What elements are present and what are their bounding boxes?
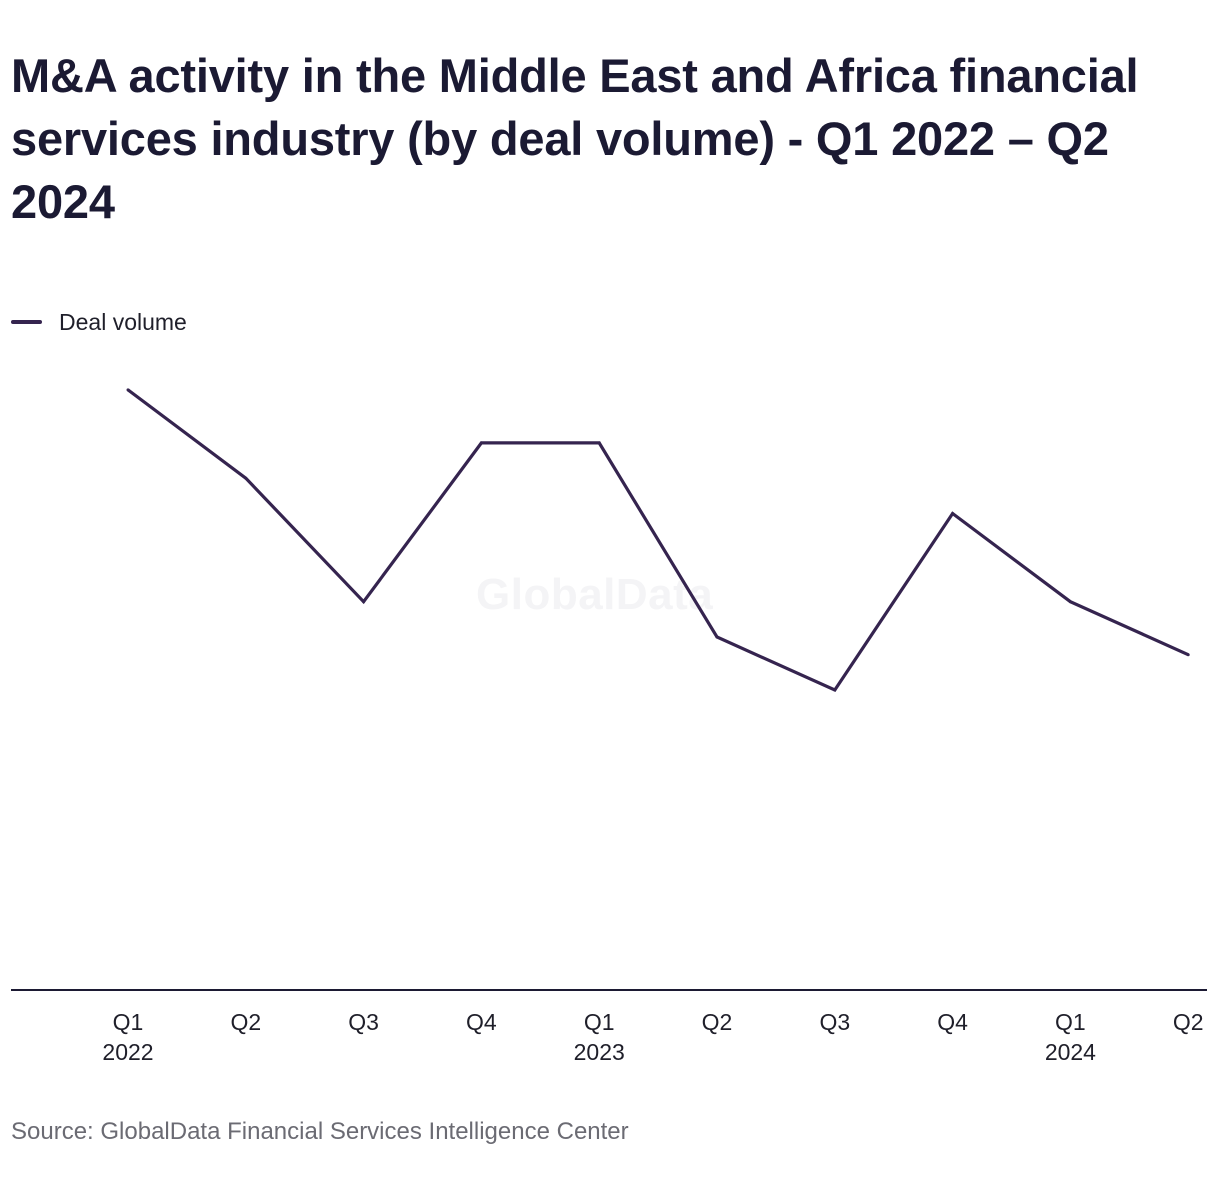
x-tick-label: Q3 bbox=[819, 1009, 850, 1035]
line-chart: Q1 2022 Q2 Q3 Q4 Q1 2023 Q2 Q3 Q4 Q1 2024 Q2 bbox=[11, 388, 1207, 1065]
x-tick-year-label: 2023 bbox=[574, 1039, 625, 1065]
x-tick-year-label: 2022 bbox=[102, 1039, 153, 1065]
x-tick-label: Q2 bbox=[702, 1009, 733, 1035]
source-note: Source: GlobalData Financial Services In… bbox=[11, 1118, 629, 1145]
data-point bbox=[715, 635, 719, 639]
legend-line-swatch bbox=[11, 320, 42, 324]
data-point bbox=[126, 388, 130, 392]
data-point bbox=[479, 441, 483, 445]
data-point bbox=[362, 600, 366, 604]
x-tick-label: Q2 bbox=[230, 1009, 261, 1035]
x-tick-label: Q3 bbox=[348, 1009, 379, 1035]
data-point bbox=[951, 512, 955, 515]
legend-label-deal-volume: Deal volume bbox=[59, 308, 187, 335]
x-tick-label: Q1 bbox=[113, 1009, 144, 1035]
legend: Deal volume bbox=[11, 305, 187, 339]
x-tick-year-label: 2024 bbox=[1045, 1039, 1096, 1065]
x-tick-label: Q4 bbox=[466, 1009, 497, 1035]
x-tick-label: Q2 bbox=[1173, 1009, 1204, 1035]
data-point bbox=[597, 441, 601, 445]
x-tick-label: Q4 bbox=[937, 1009, 968, 1035]
data-point bbox=[1068, 600, 1072, 604]
data-point bbox=[244, 476, 248, 480]
data-point bbox=[833, 688, 837, 692]
data-point bbox=[1186, 653, 1190, 657]
series-line-0 bbox=[127, 388, 1189, 693]
chart-title: M&A activity in the Middle East and Afri… bbox=[11, 49, 1139, 228]
x-tick-label: Q1 bbox=[1055, 1009, 1086, 1035]
x-tick-label: Q1 bbox=[584, 1009, 615, 1035]
